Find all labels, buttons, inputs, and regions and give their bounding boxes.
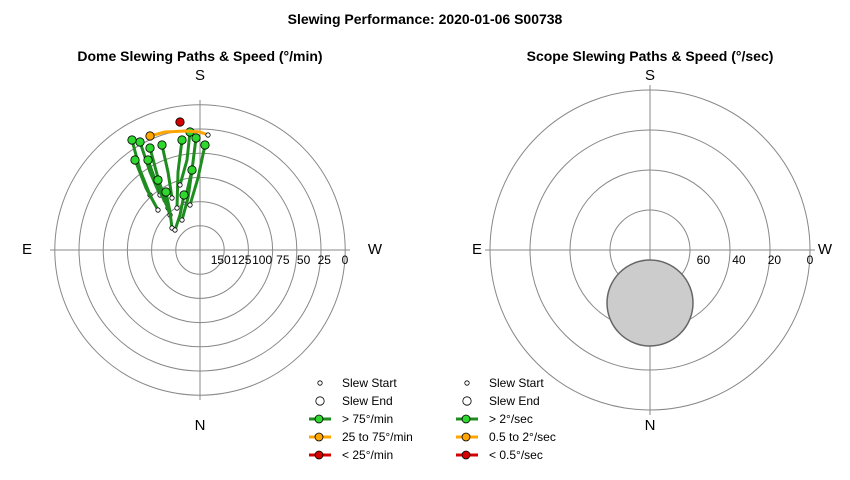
scope-grid [485,85,815,415]
scope-obstruction-disc [606,259,694,347]
dome-legend-item: < 25°/min [309,448,393,462]
dome-legend-marker [314,414,324,424]
scope-legend-label: 0.5 to 2°/sec [489,430,556,444]
dome-legend-label: < 25°/min [342,448,393,462]
dome-tick-label: 75 [276,253,290,267]
scope-legend-marker [461,450,471,460]
scope-tick-label: 20 [768,253,782,267]
scope-tick-label: 0 [807,253,814,267]
dome-slew-start [205,132,211,138]
scope-tick-label: 40 [732,253,746,267]
scope-compass-bottom: N [645,417,656,434]
dome-tick-label: 50 [297,253,311,267]
scope-legend-end-marker [462,396,472,406]
dome-tick-label: 125 [231,253,251,267]
dome-compass-right: W [368,241,383,258]
dome-slew-path [133,158,160,212]
scope-tick-labels: 60 40 20 0 [697,253,814,267]
dome-compass-top: S [195,67,205,84]
dome-slew-end [157,140,167,150]
scope-legend-marker [461,432,471,442]
dome-slew-end [177,135,187,145]
dome-legend-marker [314,432,324,442]
dome-slew-start [172,227,178,233]
scope-legend-item: Slew End [462,394,540,408]
figure-title: Slewing Performance: 2020-01-06 S00738 [288,11,563,27]
dome-slew-path [188,143,207,207]
dome-compass-left: E [22,241,32,258]
dome-slew-start [187,202,193,208]
dome-slew-end [153,175,163,185]
scope-obstruction [606,259,694,347]
dome-slew-path [164,190,174,230]
dome-slew-end [200,140,210,150]
dome-tick-labels: 150 125 100 75 50 25 0 [211,253,349,267]
scope-legend-item: Slew Start [464,376,544,390]
dome-legend-item: Slew Start [317,376,397,390]
dome-legend-item: 25 to 75°/min [309,430,413,444]
dome-slew-path [175,138,184,210]
dome-legend-label: Slew Start [342,376,397,390]
scope-legend-label: > 2°/sec [489,412,533,426]
dome-slew-start [174,205,180,211]
dome-legend-end-marker [315,396,325,406]
dome-panel: Dome Slewing Paths & Speed (°/min) 150 12… [22,48,413,462]
dome-slew-path [180,168,194,222]
dome-slew-end [143,155,153,165]
dome-tick-label: 100 [252,253,272,267]
dome-legend-item: > 75°/min [309,412,393,426]
dome-slew-end [130,155,140,165]
dome-slew-end [175,117,185,127]
scope-legend-marker [461,414,471,424]
dome-slew-end [145,143,155,153]
scope-legend: Slew Start Slew End > 2°/sec 0.5 to 2°/sec <… [456,376,556,462]
scope-title: Scope Slewing Paths & Speed (°/sec) [527,48,774,64]
dome-title: Dome Slewing Paths & Speed (°/min) [77,48,322,64]
dome-slew-end [135,137,145,147]
dome-slew-path [160,143,174,200]
dome-legend-label: 25 to 75°/min [342,430,413,444]
scope-legend-label: Slew Start [489,376,544,390]
dome-legend-start-marker [317,380,323,386]
dome-legend-label: > 75°/min [342,412,393,426]
dome-tick-label: 150 [211,253,231,267]
dome-compass-bottom: N [195,417,206,434]
scope-legend-label: < 0.5°/sec [489,448,543,462]
dome-tick-label: 25 [318,253,332,267]
scope-tick-label: 60 [697,253,711,267]
dome-paths [127,117,211,233]
scope-panel: Scope Slewing Paths & Speed (°/sec) 60 40… [456,48,833,462]
dome-slew-path [173,193,186,232]
dome-grid [50,100,350,400]
scope-legend-item: > 2°/sec [456,412,533,426]
dome-legend-item: Slew End [315,394,393,408]
dome-slew-end [145,131,155,141]
dome-slew-end [179,190,189,200]
scope-legend-start-marker [464,380,470,386]
scope-legend-item: < 0.5°/sec [456,448,543,462]
scope-compass-left: E [472,241,482,258]
scope-compass-right: W [818,241,833,258]
dome-slew-path [178,130,192,187]
scope-legend-label: Slew End [489,394,540,408]
dome-slew-start [179,217,185,223]
dome-tick-label: 0 [342,253,349,267]
dome-slew-start [177,182,183,188]
dome-legend: Slew Start Slew End > 75°/min 25 to 75°/min… [309,376,413,462]
dome-slew-end [191,133,201,143]
dome-slew-end [127,135,137,145]
dome-slew-start [169,195,175,201]
dome-legend-marker [314,450,324,460]
scope-legend-item: 0.5 to 2°/sec [456,430,556,444]
dome-slew-start [155,207,161,213]
dome-slew-path [148,129,210,138]
dome-slew-end [187,165,197,175]
dome-legend-label: Slew End [342,394,393,408]
scope-compass-top: S [645,67,655,84]
dome-slew-end [161,187,171,197]
